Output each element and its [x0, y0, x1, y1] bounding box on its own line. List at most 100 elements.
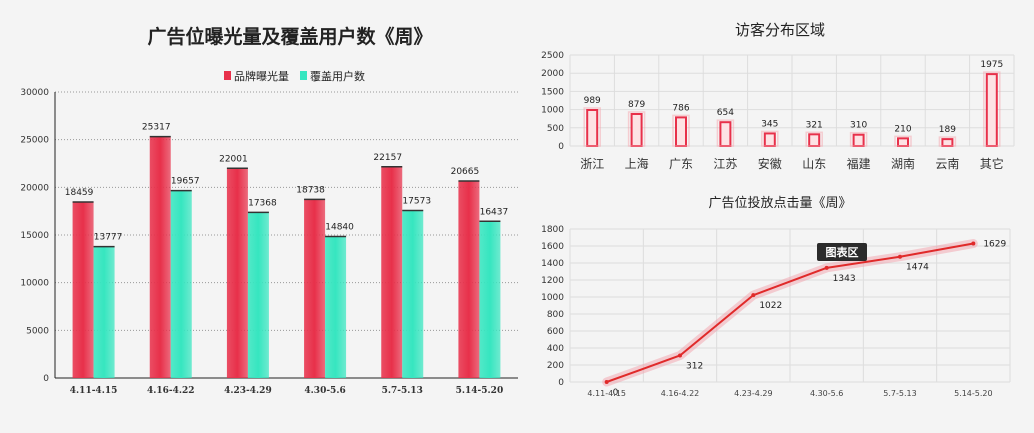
bar-brand[interactable]: [381, 166, 403, 378]
exposure-legend[interactable]: 品牌曝光量 覆盖用户数: [224, 69, 365, 83]
y-tick-label: 1200: [541, 276, 564, 286]
y-tick-label: 20000: [20, 183, 49, 193]
data-label: 189: [939, 125, 956, 135]
region-bar[interactable]: [897, 137, 909, 148]
y-tick-label: 15000: [20, 231, 49, 241]
data-label: 13777: [94, 233, 123, 243]
region-bar-glow: [583, 107, 601, 147]
bar-brand[interactable]: [72, 202, 94, 378]
data-label: 19657: [171, 177, 200, 187]
data-label: 14840: [325, 223, 354, 233]
y-tick-label: 5000: [26, 326, 49, 336]
x-tick-label: 5.14-5.20: [954, 389, 993, 398]
x-tick-label: 福建: [847, 156, 871, 171]
region-y-ticks: 0 500 1000 1500 2000 2500: [541, 51, 564, 152]
click-y-ticks: 0 200 400 600 800 1000 1200 1400 1600 1800: [541, 225, 564, 388]
data-label: 17368: [248, 198, 277, 208]
bar-users[interactable]: [170, 190, 192, 378]
x-tick-label: 4.30-5.6: [810, 389, 843, 398]
x-tick-label: 安徽: [758, 156, 782, 171]
y-tick-label: 200: [547, 361, 564, 371]
y-tick-label: 1000: [541, 106, 564, 116]
click-chart-title: 广告位投放点击量《周》: [708, 195, 851, 211]
data-label: 22001: [219, 154, 248, 164]
data-label: 25317: [142, 123, 171, 133]
bar-brand[interactable]: [304, 199, 326, 378]
region-bar-glow: [894, 135, 912, 147]
region-bar[interactable]: [763, 132, 776, 148]
data-point[interactable]: [824, 265, 829, 270]
region-bar-glow: [983, 71, 1001, 147]
chart-area-badge-bg: [817, 243, 867, 261]
y-tick-label: 1000: [541, 293, 564, 303]
bar-users[interactable]: [93, 246, 115, 378]
data-label: 321: [806, 120, 823, 130]
region-gridlines: [569, 54, 1015, 147]
region-bar[interactable]: [630, 113, 643, 148]
exposure-gridlines: [54, 91, 518, 379]
data-label: 210: [894, 124, 911, 134]
x-tick-label: 4.16-4.22: [147, 386, 195, 396]
data-label: 18738: [296, 185, 325, 195]
region-bars: 989 879 786 654 345 321 310 210 189 1975: [583, 60, 1003, 148]
region-bar[interactable]: [586, 109, 599, 147]
click-gridlines: [569, 228, 1011, 383]
data-label: 1022: [759, 301, 782, 311]
legend-label-brand: 品牌曝光量: [234, 69, 289, 83]
bar-users[interactable]: [325, 236, 347, 378]
region-bar[interactable]: [675, 116, 687, 148]
y-tick-label: 600: [547, 327, 564, 337]
data-label: 22157: [373, 153, 402, 163]
bar-brand[interactable]: [149, 136, 171, 378]
x-tick-label: 5.14-5.20: [456, 386, 504, 396]
data-label: 879: [628, 100, 645, 110]
exposure-y-ticks: 0 5000 10000 15000 20000 25000 30000: [20, 88, 49, 384]
y-tick-label: 0: [43, 374, 49, 384]
click-chart: 广告位投放点击量《周》 0 200 400 600 800 1000 1200 1400 160…: [541, 195, 1011, 398]
y-tick-label: 400: [547, 344, 564, 354]
x-tick-label: 4.23-4.29: [224, 386, 272, 396]
chart-area-badge[interactable]: 图表区: [817, 243, 867, 261]
x-tick-label: 江苏: [713, 157, 737, 171]
y-tick-label: 500: [547, 124, 564, 134]
region-bar[interactable]: [719, 121, 732, 147]
region-bar[interactable]: [808, 133, 821, 147]
exposure-chart: 广告位曝光量及覆盖用户数《周》 品牌曝光量 覆盖用户数 0 5000 10000 15…: [20, 25, 518, 396]
data-label: 1629: [983, 240, 1006, 250]
y-tick-label: 1400: [541, 259, 564, 269]
region-bar-glow: [627, 111, 646, 147]
exposure-chart-title: 广告位曝光量及覆盖用户数《周》: [147, 25, 432, 48]
data-point[interactable]: [971, 241, 976, 246]
region-bar-glow: [805, 131, 823, 147]
region-bar[interactable]: [852, 133, 865, 148]
x-tick-label: 4.16-4.22: [661, 389, 700, 398]
y-tick-label: 0: [558, 378, 564, 388]
data-label: 786: [672, 103, 689, 113]
y-tick-label: 10000: [20, 279, 49, 289]
data-point[interactable]: [898, 254, 902, 259]
bar-users[interactable]: [247, 212, 269, 378]
x-tick-label: 5.7-5.13: [382, 386, 423, 396]
legend-label-users: 覆盖用户数: [310, 69, 365, 83]
region-bar[interactable]: [985, 73, 998, 147]
data-point[interactable]: [678, 353, 682, 358]
region-bar[interactable]: [941, 138, 954, 148]
data-label: 20665: [451, 167, 480, 177]
x-tick-label: 5.7-5.13: [883, 389, 916, 398]
bar-users[interactable]: [479, 221, 501, 378]
bar-brand[interactable]: [458, 180, 480, 378]
click-series-line[interactable]: [606, 242, 974, 383]
region-x-ticks: 浙江 上海 广东 江苏 安徽 山东 福建 湖南 云南 其它: [580, 156, 1004, 171]
data-label: 17573: [402, 196, 431, 206]
data-point[interactable]: [751, 293, 756, 298]
data-point[interactable]: [604, 380, 609, 384]
region-bar-glow: [938, 136, 957, 147]
bar-brand[interactable]: [226, 168, 248, 378]
data-label: 1343: [833, 274, 856, 284]
y-tick-label: 800: [547, 310, 564, 320]
bar-users[interactable]: [402, 210, 424, 378]
exposure-x-ticks: 4.11-4.15 4.16-4.22 4.23-4.29 4.30-5.6 5.7-5…: [70, 386, 503, 396]
x-tick-label: 山东: [802, 157, 826, 171]
exposure-bars: 18459 13777 25317 19657 22001 17368 18738 14840…: [65, 123, 508, 378]
